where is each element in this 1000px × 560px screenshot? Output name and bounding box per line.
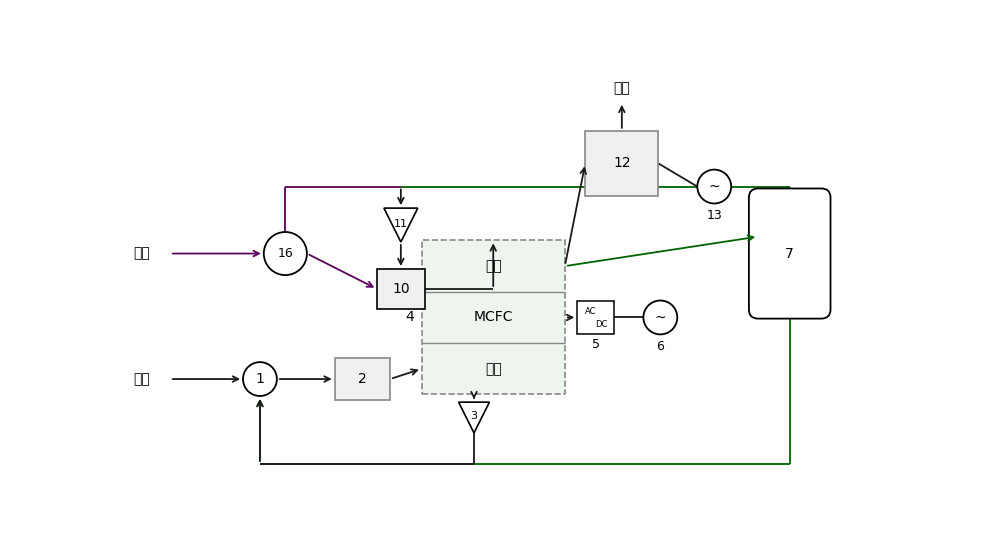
Text: 11: 11 <box>394 218 408 228</box>
Circle shape <box>697 170 731 203</box>
Text: 1: 1 <box>256 372 264 386</box>
Text: 4: 4 <box>405 310 414 324</box>
Bar <box>422 240 565 394</box>
Text: 10: 10 <box>392 282 410 296</box>
Text: 尾气: 尾气 <box>613 81 630 95</box>
Bar <box>577 301 614 334</box>
Text: 5: 5 <box>592 338 600 351</box>
Text: 空气: 空气 <box>134 246 150 260</box>
Text: 12: 12 <box>613 156 631 170</box>
Text: 阳极: 阳极 <box>485 362 502 376</box>
Text: MCFC: MCFC <box>474 310 513 324</box>
Text: 16: 16 <box>277 247 293 260</box>
Text: 6: 6 <box>656 340 664 353</box>
Text: DC: DC <box>595 320 607 329</box>
FancyBboxPatch shape <box>749 189 831 319</box>
Polygon shape <box>384 208 418 242</box>
Text: 13: 13 <box>706 209 722 222</box>
Text: 阴极: 阴极 <box>485 259 502 273</box>
Text: ~: ~ <box>708 180 720 194</box>
Bar <box>585 130 658 196</box>
Text: AC: AC <box>585 307 596 316</box>
Text: 3: 3 <box>471 411 478 421</box>
Text: 燃料: 燃料 <box>134 372 150 386</box>
Bar <box>377 269 425 309</box>
Bar <box>335 358 390 400</box>
Polygon shape <box>459 402 489 433</box>
Text: 7: 7 <box>785 246 794 260</box>
Circle shape <box>643 301 677 334</box>
Text: ~: ~ <box>655 310 666 324</box>
Circle shape <box>264 232 307 275</box>
Circle shape <box>243 362 277 396</box>
Text: 2: 2 <box>358 372 367 386</box>
